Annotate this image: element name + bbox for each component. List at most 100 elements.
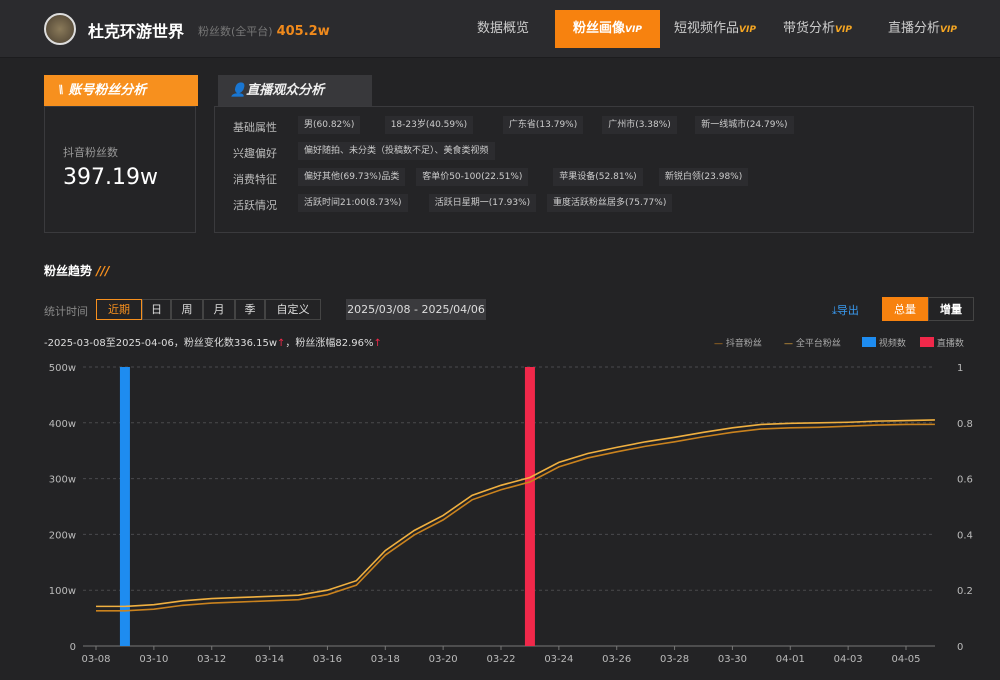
x-tick-label: 03-26	[602, 654, 631, 665]
fans-icon: ⑊	[56, 83, 69, 98]
profile-row-label: 活跃情况	[233, 199, 277, 212]
legend-swatch	[920, 337, 934, 347]
nav-sales[interactable]: 带货分析VIP	[775, 10, 860, 48]
tab-label: 直播观众分析	[246, 83, 325, 98]
date-range-picker[interactable]: 2025/03/08 - 2025/04/06	[346, 299, 486, 320]
trend-summary: -2025-03-08至2025-04-06，粉丝变化数336.15w↑，粉丝涨…	[44, 334, 382, 349]
profile-row-label: 消费特征	[233, 173, 277, 186]
legend-line: —	[714, 339, 726, 349]
vip-badge: VIP	[739, 25, 756, 35]
nav-live[interactable]: 直播分析VIP	[880, 10, 965, 48]
profile-tag: 苹果设备(52.81%)	[553, 168, 643, 186]
profile-row-label: 基础属性	[233, 121, 277, 134]
douyin-fans-line	[96, 423, 935, 612]
vip-badge: VIP	[835, 25, 852, 35]
x-tick-label: 03-24	[544, 654, 573, 665]
legend-lives[interactable]: 直播数	[920, 336, 964, 349]
profile-tag: 偏好随拍、未分类（投稿数不足）、美食类视频	[298, 142, 495, 160]
nav-overview[interactable]: 数据概览	[466, 10, 540, 48]
y-right-tick-label: 1	[957, 363, 963, 374]
profile-tag: 广州市(3.38%)	[602, 116, 677, 134]
period-4[interactable]: 季	[235, 299, 265, 320]
trend-title: 粉丝趋势 ///	[44, 262, 109, 279]
nav-label: 短视频作品	[674, 21, 740, 36]
summary-card: 抖音粉丝数 397.19w	[44, 106, 196, 233]
x-tick-label: 04-01	[776, 654, 805, 665]
x-tick-label: 03-16	[313, 654, 342, 665]
up-arrow-icon: ↑	[277, 338, 286, 349]
legend-label: 直播数	[936, 339, 964, 349]
period-2[interactable]: 周	[171, 299, 203, 320]
legend-all-platform[interactable]: — 全平台粉丝	[784, 336, 841, 349]
summary-growth: ，粉丝涨幅82.96%	[285, 338, 374, 349]
up-arrow-icon: ↑	[373, 338, 382, 349]
export-label: 导出	[836, 304, 859, 317]
legend-videos[interactable]: 视频数	[862, 336, 906, 349]
y-tick-label: 200w	[49, 530, 76, 541]
y-right-tick-label: 0.6	[957, 475, 973, 486]
y-tick-label: 100w	[49, 586, 76, 597]
profile-tag: 偏好其他(69.73%)品类	[298, 168, 406, 186]
profile-tag: 新一线城市(24.79%)	[695, 116, 794, 134]
y-tick-label: 0	[70, 642, 76, 653]
period-label: 统计时间	[44, 305, 88, 318]
tab-live-audience[interactable]: 👤直播观众分析	[218, 75, 372, 106]
nav-short-video[interactable]: 短视频作品VIP	[665, 10, 765, 48]
period-0[interactable]: 近期	[96, 299, 142, 320]
nav-fan-profile[interactable]: 粉丝画像VIP	[555, 10, 660, 48]
summary-value: 397.19w	[63, 165, 158, 190]
y-tick-label: 500w	[49, 363, 76, 374]
fans-count: 粉丝数(全平台) 405.2w	[198, 23, 330, 39]
summary-label: 抖音粉丝数	[63, 146, 118, 159]
nav-label: 粉丝画像	[573, 21, 626, 36]
period-1[interactable]: 日	[142, 299, 171, 320]
tab-label: 账号粉丝分析	[68, 83, 147, 98]
x-tick-label: 03-14	[255, 654, 284, 665]
avatar	[44, 13, 76, 45]
profile-tag: 广东省(13.79%)	[502, 116, 584, 134]
nav-label: 带货分析	[783, 21, 836, 36]
fans-value: 405.2w	[276, 24, 330, 39]
y-tick-label: 300w	[49, 475, 76, 486]
x-tick-label: 03-10	[139, 654, 168, 665]
decor-icon: ///	[92, 264, 110, 278]
export-button[interactable]: ⤓导出	[832, 302, 859, 318]
profile-tag: 新锐白领(23.98%)	[658, 168, 749, 186]
legend-label: 全平台粉丝	[795, 339, 841, 349]
fans-label: 粉丝数(全平台)	[198, 25, 273, 38]
profile-tag: 活跃日星期一(17.93%)	[428, 194, 537, 212]
profile-tag: 男(60.82%)	[298, 116, 361, 134]
trend-title-text: 粉丝趋势	[44, 264, 93, 278]
download-icon: ⤓	[832, 304, 837, 317]
mode-increment[interactable]: 增量	[928, 297, 974, 321]
y-right-tick-label: 0.2	[957, 586, 973, 597]
tab-account-fans[interactable]: ⑊ 账号粉丝分析	[44, 75, 198, 106]
x-tick-label: 03-22	[486, 654, 515, 665]
legend-douyin[interactable]: — 抖音粉丝	[714, 336, 762, 349]
vip-badge: VIP	[625, 25, 642, 35]
y-right-tick-label: 0	[957, 642, 963, 653]
vip-badge: VIP	[940, 25, 957, 35]
period-5[interactable]: 自定义	[265, 299, 321, 320]
video-count-bar	[119, 367, 130, 646]
live-count-bar	[524, 367, 535, 646]
profile-row-label: 兴趣偏好	[233, 147, 277, 160]
mode-total[interactable]: 总量	[882, 297, 928, 321]
x-tick-label: 03-30	[718, 654, 747, 665]
period-3[interactable]: 月	[203, 299, 235, 320]
y-tick-label: 400w	[49, 419, 76, 430]
all-platform-fans-line	[96, 419, 935, 608]
account-name: 杜克环游世界	[88, 22, 185, 41]
x-tick-label: 03-18	[371, 654, 400, 665]
summary-change: -2025-03-08至2025-04-06，粉丝变化数336.15w	[44, 338, 278, 349]
y-right-tick-label: 0.8	[957, 419, 973, 430]
x-tick-label: 03-08	[81, 654, 110, 665]
x-tick-label: 03-28	[660, 654, 689, 665]
legend-label: 抖音粉丝	[725, 339, 762, 349]
nav-label: 数据概览	[476, 21, 529, 36]
x-tick-label: 03-20	[429, 654, 458, 665]
profile-tag: 客单价50-100(22.51%)	[416, 168, 529, 186]
x-tick-label: 03-12	[197, 654, 226, 665]
profile-tag: 重度活跃粉丝居多(75.77%)	[547, 194, 673, 212]
y-right-tick-label: 0.4	[957, 530, 973, 541]
